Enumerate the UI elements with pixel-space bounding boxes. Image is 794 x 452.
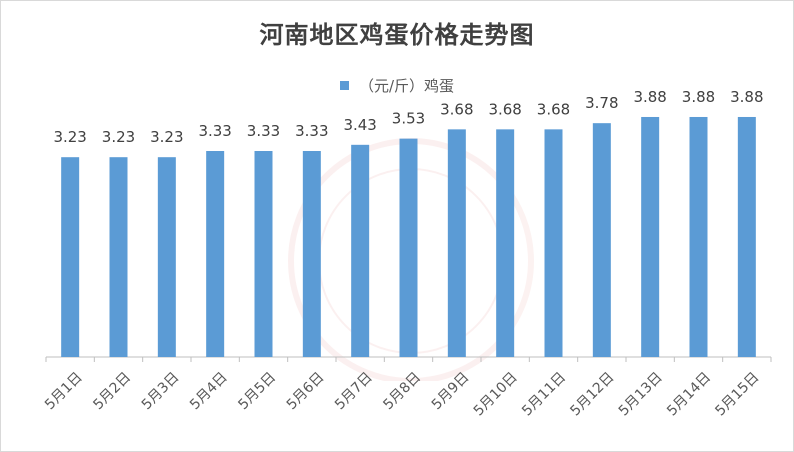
- data-label: 3.53: [392, 110, 425, 128]
- x-tick-label: 5月4日: [187, 369, 231, 413]
- data-label: 3.88: [730, 88, 763, 106]
- bar: [689, 116, 708, 358]
- data-label: 3.88: [633, 88, 666, 106]
- bar: [61, 157, 80, 357]
- bar: [544, 129, 563, 357]
- legend-label: （元/斤）鸡蛋: [358, 77, 455, 95]
- bar: [109, 157, 128, 357]
- x-tick-label: 5月9日: [429, 369, 473, 413]
- data-label: 3.68: [440, 100, 473, 118]
- x-tick-label: 5月2日: [90, 369, 134, 413]
- x-tick-label: 5月3日: [139, 369, 183, 413]
- bar: [351, 144, 370, 357]
- x-tick-label: 5月5日: [235, 369, 279, 413]
- x-tick-label: 5月15日: [712, 369, 762, 419]
- bar: [496, 129, 515, 357]
- data-label: 3.68: [537, 100, 570, 118]
- x-tick-label: 5月6日: [284, 369, 328, 413]
- x-tick-label: 5月12日: [567, 369, 617, 419]
- x-tick-label: 5月14日: [664, 369, 714, 419]
- bar: [399, 138, 418, 357]
- x-tick-label: 5月7日: [332, 369, 376, 413]
- data-label: 3.23: [150, 128, 183, 146]
- bar: [592, 123, 611, 357]
- bar: [206, 151, 225, 357]
- data-label: 3.33: [247, 122, 280, 140]
- bar: [737, 116, 756, 358]
- x-tick-label: 5月1日: [42, 369, 86, 413]
- data-label: 3.33: [198, 122, 231, 140]
- data-label: 3.78: [585, 94, 618, 112]
- data-label: 3.68: [488, 100, 521, 118]
- bar: [157, 157, 176, 357]
- data-label: 3.43: [343, 116, 376, 134]
- data-label: 3.33: [295, 122, 328, 140]
- x-tick-label: 5月10日: [471, 369, 521, 419]
- bar: [447, 129, 466, 357]
- data-label: 3.23: [102, 128, 135, 146]
- legend-swatch: [339, 81, 349, 90]
- chart-title: 河南地区鸡蛋价格走势图: [259, 21, 535, 49]
- bar: [254, 151, 273, 357]
- data-label: 3.23: [53, 128, 86, 146]
- bar: [302, 151, 321, 357]
- x-tick-label: 5月8日: [380, 369, 424, 413]
- bar: [641, 116, 660, 358]
- x-tick-label: 5月13日: [616, 369, 666, 419]
- x-tick-label: 5月11日: [519, 369, 569, 419]
- legend: （元/斤）鸡蛋: [1, 75, 793, 96]
- data-label: 3.88: [682, 88, 715, 106]
